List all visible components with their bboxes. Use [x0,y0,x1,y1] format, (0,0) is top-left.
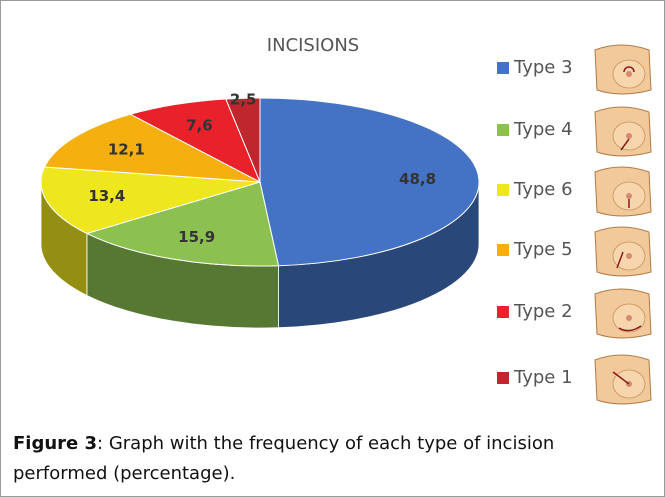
incision-icon [594,106,652,157]
caption: Figure 3: Graph with the frequency of ea… [13,429,613,489]
data-label: 7,6 [186,117,213,135]
caption-label: Figure 3 [13,433,98,454]
slice [85,181,280,267]
legend-swatch [497,372,509,384]
legend-label: Type 5 [513,239,573,260]
slice [225,97,261,183]
legend-label: Type 3 [513,57,573,78]
incision-icon [594,288,652,339]
legend-swatch [497,62,509,74]
icon-nipple [626,193,632,199]
incision-icon [594,354,652,405]
caption-text: : Graph with the frequency of each type … [13,433,555,484]
incision-icon [594,166,652,217]
icon-incision [623,66,635,73]
slice [43,113,261,183]
legend-swatch [497,306,509,318]
data-label: 48,8 [399,170,436,188]
incision-icon [594,44,652,95]
data-label: 15,9 [178,228,215,246]
data-label: 13,4 [88,187,125,205]
icon-nipple [626,71,632,77]
legend-swatch [497,124,509,136]
legend-label: Type 2 [513,301,573,322]
data-label: 2,5 [230,90,257,108]
icon-incision [612,371,630,385]
icon-incision [618,325,642,332]
icon-nipple [626,315,632,321]
legend-label: Type 4 [513,119,573,140]
incision-icon [594,226,652,277]
legend-label: Type 1 [513,367,573,388]
icon-incision [620,138,630,151]
legend-swatch [497,184,509,196]
legend-label: Type 6 [513,179,573,200]
data-label: 12,1 [108,140,145,158]
slice [259,97,480,267]
chart-title: INCISIONS [267,35,359,56]
icon-nipple [626,133,632,139]
slice [40,166,261,234]
legend-swatch [497,244,509,256]
chart: INCISIONS 48,8 15,9 13,4 12,1 7,6 2,5 Type 3 Ty… [40,35,652,405]
icon-incision [616,251,624,269]
icon-nipple [626,253,632,259]
slice [129,98,261,184]
